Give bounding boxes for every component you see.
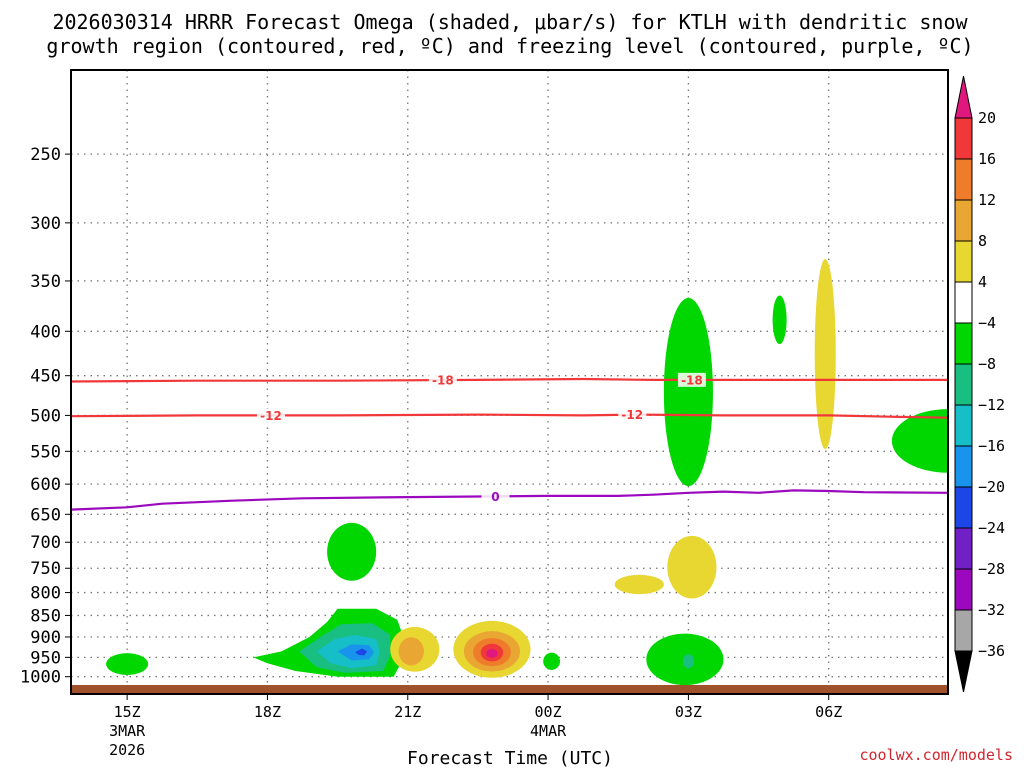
- ytick-label-1000: 1000: [20, 668, 61, 688]
- freezing-level-0-line: [71, 489, 948, 511]
- omega-green-0030z-low: [543, 652, 561, 670]
- colorbar-segment-11: [954, 568, 973, 611]
- colorbar-segment-2: [954, 199, 973, 242]
- xtick-sublabel-00Z: 4MAR: [530, 722, 567, 740]
- colorbar-label-7: −12: [978, 396, 1005, 414]
- colorbar-segment-3: [954, 240, 973, 283]
- ground-bar: [71, 685, 948, 694]
- ytick-label-300: 300: [30, 214, 61, 234]
- dgz-minus12-label-bg-1: [618, 407, 647, 422]
- y-axis-ticks: 2503003504004505005506006507007508008509…: [20, 145, 71, 688]
- xtick-label-15Z: 15Z: [114, 703, 141, 721]
- chart-title-line2: growth region (contoured, red, ºC) and f…: [46, 34, 973, 58]
- xtick-label-18Z: 18Z: [254, 703, 281, 721]
- colorbar-label-3: 8: [978, 232, 987, 250]
- omega-orange-21z-low: [398, 637, 424, 666]
- ytick-label-650: 650: [30, 505, 61, 525]
- ytick-label-250: 250: [30, 145, 61, 165]
- ytick-label-400: 400: [30, 322, 61, 342]
- omega-small-green-0430z: [772, 295, 787, 345]
- omega-green-right-edge: [891, 409, 948, 473]
- credit-text: coolwx.com/models: [859, 746, 1013, 764]
- dgz-minus12-label-1: -12: [621, 408, 643, 422]
- ytick-label-950: 950: [30, 648, 61, 668]
- dgz-minus12-label-bg-0: [256, 408, 285, 423]
- dgz-minus12-label-0: -12: [260, 409, 282, 423]
- colorbar: 20 16 12 8 4 −4 −8 −12 −16 −20 −24 −28 −32 −36: [954, 75, 1005, 693]
- colorbar-segment-4: [954, 281, 973, 324]
- omega-blob-15z-low: [106, 653, 149, 675]
- ytick-label-500: 500: [30, 406, 61, 426]
- ytick-label-700: 700: [30, 533, 61, 553]
- chart-title-line1: 2026030314 HRRR Forecast Omega (shaded, …: [52, 10, 968, 34]
- ytick-label-800: 800: [30, 584, 61, 604]
- colorbar-label-4: 4: [978, 273, 987, 291]
- contour-lines: -18 -18 -12 -12 0: [71, 372, 948, 511]
- omega-green-20z-700: [327, 522, 377, 581]
- colorbar-segment-8: [954, 445, 973, 488]
- colorbar-segment-6: [954, 363, 973, 406]
- omega-magenta-2230z-low: [486, 648, 498, 658]
- xtick-label-06Z: 06Z: [815, 703, 842, 721]
- colorbar-segment-1: [954, 158, 973, 201]
- ytick-label-850: 850: [30, 606, 61, 626]
- colorbar-label-2: 12: [978, 191, 996, 209]
- omega-teal-03z-low: [682, 654, 695, 669]
- colorbar-segment-12: [954, 609, 973, 652]
- colorbar-label-12: −32: [978, 601, 1005, 619]
- colorbar-label-6: −8: [978, 355, 996, 373]
- colorbar-label-0: 20: [978, 109, 996, 127]
- xtick-sublabel-15Z: 3MAR: [109, 722, 146, 740]
- omega-rising-19z-20z-level--22: [355, 648, 368, 656]
- ytick-label-350: 350: [30, 272, 61, 292]
- freezing-level-0-label-0: 0: [491, 490, 499, 504]
- colorbar-segment-0: [954, 117, 973, 160]
- x-axis-title: Forecast Time (UTC): [407, 748, 613, 768]
- omega-sinking-03z-mid: [663, 297, 713, 487]
- dgz-minus18-label-bg-0: [428, 372, 457, 387]
- dgz-minus18-line: [71, 377, 948, 383]
- colorbar-label-1: 16: [978, 150, 996, 168]
- colorbar-segment-5: [954, 322, 973, 365]
- omega-yellow-06z-upper: [814, 259, 836, 450]
- colorbar-label-5: −4: [978, 314, 996, 332]
- colorbar-label-13: −36: [978, 642, 1005, 660]
- colorbar-label-9: −20: [978, 478, 1005, 496]
- ytick-label-600: 600: [30, 475, 61, 495]
- xtick-label-03Z: 03Z: [675, 703, 702, 721]
- ytick-label-550: 550: [30, 442, 61, 462]
- colorbar-top-triangle: [954, 75, 973, 119]
- omega-shading: [106, 259, 948, 686]
- colorbar-bottom-triangle: [954, 650, 973, 693]
- freezing-level-0-label-bg-0: [481, 489, 510, 504]
- dgz-minus18-label-0: -18: [432, 373, 454, 387]
- ytick-label-900: 900: [30, 628, 61, 648]
- dgz-minus18-label-bg-1: [677, 372, 706, 387]
- ytick-label-750: 750: [30, 559, 61, 579]
- colorbar-label-11: −28: [978, 560, 1005, 578]
- dgz-minus18-label-1: -18: [681, 373, 703, 387]
- xtick-label-21Z: 21Z: [394, 703, 421, 721]
- ytick-label-450: 450: [30, 367, 61, 387]
- omega-yellow-0130z-800: [614, 574, 664, 595]
- xtick-label-00Z: 00Z: [535, 703, 562, 721]
- colorbar-segment-10: [954, 527, 973, 570]
- colorbar-label-10: −24: [978, 519, 1005, 537]
- omega-yellow-03z-750: [667, 535, 717, 599]
- colorbar-segment-7: [954, 404, 973, 447]
- colorbar-segment-9: [954, 486, 973, 529]
- colorbar-label-8: −16: [978, 437, 1005, 455]
- xtick-year-15Z: 2026: [109, 741, 145, 759]
- plot-frame: [70, 69, 949, 695]
